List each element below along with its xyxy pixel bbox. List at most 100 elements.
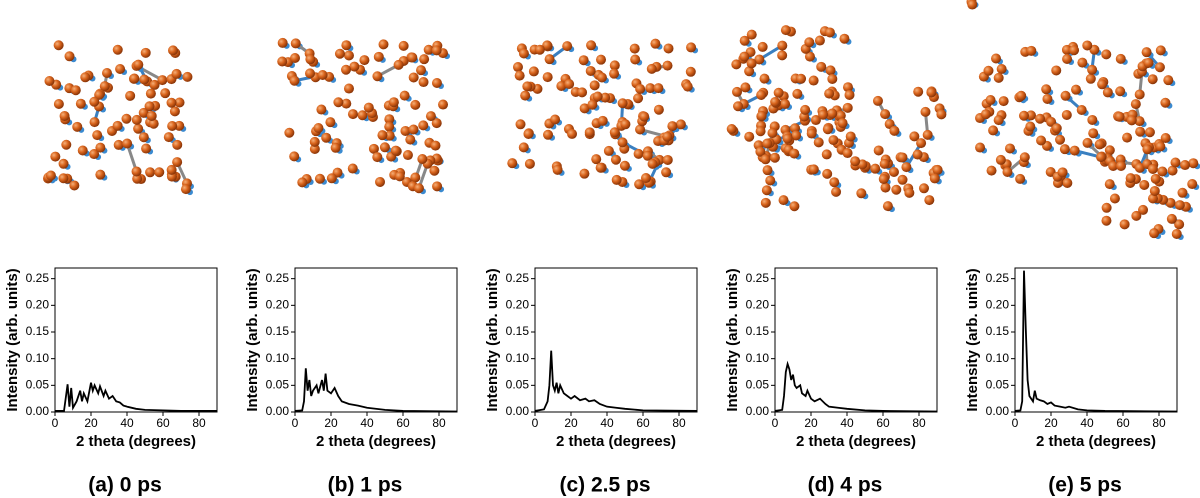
atom bbox=[609, 127, 620, 138]
atom bbox=[89, 149, 100, 160]
line bbox=[774, 360, 938, 413]
y-tick-label: 0.05 bbox=[986, 378, 1010, 392]
atom bbox=[341, 64, 352, 75]
atom bbox=[133, 59, 144, 70]
atom bbox=[888, 166, 899, 177]
atom bbox=[824, 27, 835, 38]
x-tick-label: 40 bbox=[840, 416, 854, 430]
atom bbox=[936, 109, 947, 120]
line bbox=[55, 382, 217, 412]
x-tick-label: 20 bbox=[1044, 416, 1058, 430]
atom bbox=[880, 182, 891, 193]
atom bbox=[359, 55, 370, 66]
atom bbox=[166, 97, 177, 108]
atom bbox=[839, 33, 850, 44]
y-axis-label: Intensity (arb. units) bbox=[964, 268, 981, 411]
chart: 0.00 0.05 0.10 0.15 0.20 0.25 0 20 40 60 80 2 theta… bbox=[484, 267, 698, 497]
atom bbox=[611, 174, 622, 185]
x-tick-label: 20 bbox=[804, 416, 818, 430]
y-tick-label: 0.15 bbox=[266, 324, 290, 338]
chart: 0.00 0.05 0.10 0.15 0.20 0.25 0 20 40 60 80 2 theta… bbox=[244, 267, 458, 497]
y-tick-label: 0.10 bbox=[26, 351, 50, 365]
y-tick-label: 0.00 bbox=[26, 404, 50, 418]
atom bbox=[515, 119, 526, 130]
atom bbox=[429, 165, 440, 176]
x-axis-label: 2 theta (degrees) bbox=[76, 433, 196, 450]
atom bbox=[904, 187, 915, 198]
atom bbox=[289, 75, 300, 86]
atom bbox=[1082, 40, 1093, 51]
atom bbox=[1134, 89, 1145, 100]
line bbox=[1014, 270, 1178, 413]
y-tick-label: 0.05 bbox=[26, 378, 50, 392]
atom bbox=[630, 54, 641, 65]
x-tick-label: 20 bbox=[564, 416, 578, 430]
atom bbox=[1155, 141, 1166, 152]
atom bbox=[813, 137, 824, 148]
atom bbox=[901, 162, 912, 173]
atom bbox=[317, 70, 328, 81]
y-tick-label: 0.25 bbox=[26, 271, 50, 285]
atom bbox=[407, 52, 418, 63]
atom bbox=[991, 53, 1002, 64]
atom bbox=[1144, 127, 1155, 138]
atom bbox=[983, 65, 994, 76]
atom bbox=[423, 44, 434, 55]
atom bbox=[891, 184, 902, 195]
atom bbox=[347, 163, 358, 174]
atom bbox=[609, 60, 620, 71]
atom bbox=[653, 104, 664, 115]
atom bbox=[1018, 110, 1029, 121]
atom bbox=[827, 108, 838, 119]
atom bbox=[416, 65, 427, 76]
atom bbox=[413, 183, 424, 194]
atom bbox=[512, 62, 523, 73]
atom bbox=[92, 130, 103, 141]
atom bbox=[635, 84, 646, 95]
x-tick-label: 80 bbox=[432, 416, 446, 430]
atom bbox=[1057, 167, 1068, 178]
atom bbox=[617, 137, 628, 148]
atom bbox=[634, 179, 645, 190]
x-tick-label: 80 bbox=[1152, 416, 1166, 430]
atom bbox=[95, 169, 106, 180]
atom bbox=[639, 111, 650, 122]
atom bbox=[388, 97, 399, 108]
atom bbox=[542, 72, 553, 83]
atom bbox=[808, 164, 819, 175]
atom bbox=[765, 175, 776, 186]
atom bbox=[619, 160, 630, 171]
atom bbox=[309, 143, 320, 154]
line bbox=[294, 368, 458, 413]
atom bbox=[746, 29, 757, 40]
atom bbox=[112, 120, 123, 131]
y-axis-label: Intensity (arb. units) bbox=[484, 268, 501, 411]
atom bbox=[975, 142, 986, 153]
atom bbox=[912, 149, 923, 160]
x-tick-label: 0 bbox=[52, 416, 59, 430]
atom bbox=[542, 40, 553, 51]
atom bbox=[1104, 179, 1115, 190]
atom bbox=[144, 101, 155, 112]
atom bbox=[564, 79, 575, 90]
atom bbox=[167, 121, 178, 132]
atom bbox=[148, 118, 159, 129]
atom bbox=[1071, 84, 1082, 95]
atom bbox=[334, 48, 345, 59]
atom bbox=[842, 102, 853, 113]
atom bbox=[1082, 137, 1093, 148]
atom bbox=[1088, 128, 1099, 139]
atom bbox=[138, 107, 149, 118]
atom bbox=[373, 51, 384, 62]
atom bbox=[1085, 73, 1096, 84]
atom bbox=[131, 114, 142, 125]
atom bbox=[1143, 57, 1154, 68]
atom bbox=[1102, 87, 1113, 98]
atom bbox=[398, 40, 409, 51]
atom bbox=[182, 71, 193, 82]
atom bbox=[169, 106, 180, 117]
atom bbox=[686, 42, 697, 53]
atom bbox=[777, 40, 788, 51]
atom bbox=[617, 98, 628, 109]
atom bbox=[544, 54, 555, 65]
